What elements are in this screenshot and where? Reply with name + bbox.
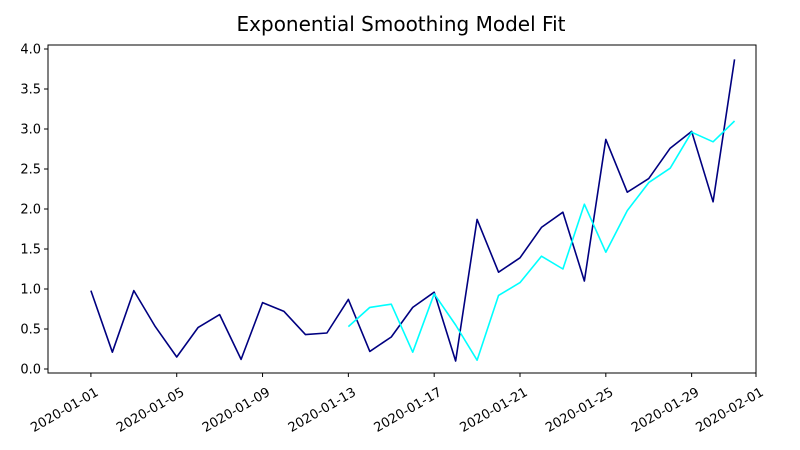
y-axis: 0.0 0.5 1.0 1.5 2.0 2.5 3.0 3.5 4.0 xyxy=(20,43,48,378)
x-tick-label: 2020-01-01 xyxy=(28,385,101,436)
series-layer xyxy=(90,59,736,362)
y-tick-label: 2.5 xyxy=(20,163,41,178)
series-line-1 xyxy=(90,59,736,362)
x-tick-label: 2020-01-05 xyxy=(114,385,187,436)
y-tick-label: 3.0 xyxy=(20,123,41,138)
x-tick-label: 2020-01-25 xyxy=(543,385,616,436)
y-tick-label: 1.0 xyxy=(20,283,41,298)
y-tick-label: 0.5 xyxy=(20,323,41,338)
x-tick-label: 2020-01-13 xyxy=(286,385,359,436)
y-tick-label: 3.5 xyxy=(20,83,41,98)
y-tick-label: 2.0 xyxy=(20,203,41,218)
x-tick-label: 2020-01-17 xyxy=(372,385,445,436)
x-tick-label: 2020-02-01 xyxy=(693,385,766,436)
y-tick-label: 1.5 xyxy=(20,243,41,258)
x-tick-label: 2020-01-09 xyxy=(200,385,273,436)
x-tick-label: 2020-01-29 xyxy=(629,385,702,436)
chart-title: Exponential Smoothing Model Fit xyxy=(237,12,566,36)
series-line-2 xyxy=(347,120,736,362)
y-tick-label: 0.0 xyxy=(20,363,41,378)
y-tick-label: 4.0 xyxy=(20,43,41,58)
x-tick-label: 2020-01-21 xyxy=(457,385,530,436)
x-axis: 2020-01-01 2020-01-05 2020-01-09 2020-01-13… xyxy=(28,373,766,436)
